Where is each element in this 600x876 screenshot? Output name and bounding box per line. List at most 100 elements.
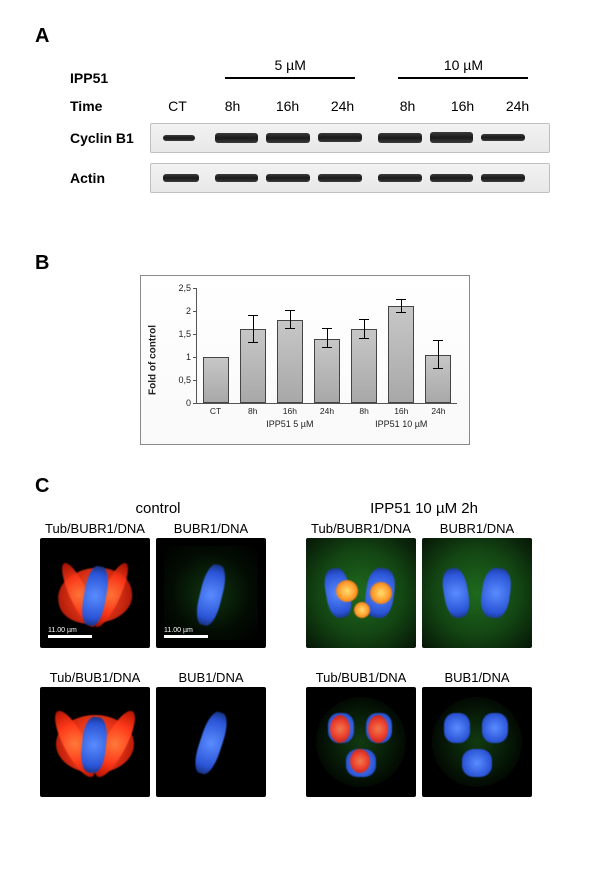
x-tick-label: 16h xyxy=(394,406,408,416)
time-5-24h: 24h xyxy=(315,98,370,114)
error-cap xyxy=(433,368,443,369)
actin-band-7 xyxy=(481,174,525,182)
header-control: control xyxy=(40,500,276,517)
ctrl-r1-img2: 11.00 µm xyxy=(156,538,266,648)
sublabel-ctrl-r2-1: Tub/BUB1/DNA xyxy=(40,670,150,685)
error-bar xyxy=(253,316,254,344)
scalebar-label-1: 11.00 µm xyxy=(48,627,77,634)
conc-5-bar xyxy=(225,77,355,79)
x-group-label: IPP51 5 µM xyxy=(266,419,313,429)
chart-bar xyxy=(351,329,377,403)
ipp-label: IPP51 xyxy=(70,70,149,86)
cyclin-label: Cyclin B1 xyxy=(70,130,150,146)
y-tick xyxy=(193,403,197,404)
ipp-row1 xyxy=(306,538,542,648)
error-cap xyxy=(433,340,443,341)
error-bar xyxy=(290,311,291,329)
sublabel-ctrl-r1-2: BUBR1/DNA xyxy=(156,521,266,536)
y-axis-title: Fold of control xyxy=(148,325,159,395)
panel-a-ipp-row: IPP51 5 µM 10 µM xyxy=(70,65,550,91)
y-tick-label: 0,5 xyxy=(178,375,191,385)
cyclin-blot xyxy=(150,123,550,153)
ctrl-r2-img1 xyxy=(40,687,150,797)
panel-c-ipp-col: IPP51 10 µM 2h Tub/BUBR1/DNA BUBR1/DNA xyxy=(306,500,542,797)
actin-label: Actin xyxy=(70,170,150,186)
ipp-r2-img1 xyxy=(306,687,416,797)
error-cap xyxy=(322,347,332,348)
conc-10-bar xyxy=(398,77,528,79)
cyclin-band-5-16 xyxy=(266,133,310,143)
x-tick-label: 8h xyxy=(248,406,257,416)
cyclin-band-ct xyxy=(163,135,195,141)
error-cap xyxy=(396,299,406,300)
panel-c: control Tub/BUBR1/DNA BUBR1/DNA 11.00 µm xyxy=(40,500,570,797)
plot-area: 00,511,522,5CT8h16h24h8h16h24hIPP51 5 µM… xyxy=(196,288,457,404)
scalebar-icon xyxy=(48,635,92,638)
header-ipp: IPP51 10 µM 2h xyxy=(306,500,542,517)
y-tick-label: 1 xyxy=(186,352,191,362)
ctrl-r2-img2 xyxy=(156,687,266,797)
panel-a-time-row: Time CT 8h 16h 24h 8h 16h 24h xyxy=(70,93,550,119)
ipp-r1-img2 xyxy=(422,538,532,648)
x-tick-label: 8h xyxy=(359,406,368,416)
error-bar xyxy=(401,300,402,314)
y-tick-label: 2,5 xyxy=(178,283,191,293)
conc-5-label: 5 µM xyxy=(204,57,377,73)
conc-10-label: 10 µM xyxy=(377,57,550,73)
x-tick-label: 16h xyxy=(283,406,297,416)
ctrl-r1-img1: 11.00 µm xyxy=(40,538,150,648)
ctrl-row1: 11.00 µm 11.00 µm xyxy=(40,538,276,648)
actin-band-4 xyxy=(318,174,362,182)
x-tick-label: CT xyxy=(210,406,221,416)
actin-band-5 xyxy=(378,174,422,182)
error-cap xyxy=(322,328,332,329)
y-tick xyxy=(193,311,197,312)
y-tick xyxy=(193,357,197,358)
error-cap xyxy=(285,328,295,329)
ctrl-row2 xyxy=(40,687,276,797)
time-10-16h: 16h xyxy=(435,98,490,114)
error-bar xyxy=(438,341,439,369)
panel-letter-b: B xyxy=(35,252,49,275)
scalebar-icon xyxy=(164,635,208,638)
panel-b-chart: Fold of control 00,511,522,5CT8h16h24h8h… xyxy=(140,275,470,445)
time-5-8h: 8h xyxy=(205,98,260,114)
ipp-r2-img2 xyxy=(422,687,532,797)
y-tick-label: 0 xyxy=(186,398,191,408)
error-cap xyxy=(359,319,369,320)
chart-bar xyxy=(277,320,303,403)
x-group-label: IPP51 10 µM xyxy=(375,419,427,429)
cyclin-row: Cyclin B1 xyxy=(70,123,550,153)
chart-bar xyxy=(388,306,414,403)
conc-5-block: 5 µM xyxy=(204,77,377,79)
error-bar xyxy=(327,329,328,347)
actin-blot xyxy=(150,163,550,193)
error-bar xyxy=(364,320,365,338)
y-tick xyxy=(193,288,197,289)
sublabel-ipp-r2-1: Tub/BUB1/DNA xyxy=(306,670,416,685)
y-tick xyxy=(193,380,197,381)
error-cap xyxy=(248,315,258,316)
cyclin-band-10-24 xyxy=(481,134,525,141)
time-ct: CT xyxy=(150,98,205,114)
time-10-24h: 24h xyxy=(490,98,545,114)
y-tick-label: 2 xyxy=(186,306,191,316)
sublabel-ipp-r1-2: BUBR1/DNA xyxy=(422,521,532,536)
panel-letter-c: C xyxy=(35,475,49,498)
figure-page: A IPP51 5 µM 10 µM Time CT 8h 16h 24h 8h… xyxy=(0,0,600,876)
chart-bar xyxy=(203,357,229,403)
sublabel-ipp-r1-1: Tub/BUBR1/DNA xyxy=(306,521,416,536)
sublabel-ipp-r2-2: BUB1/DNA xyxy=(422,670,532,685)
panel-c-control-col: control Tub/BUBR1/DNA BUBR1/DNA 11.00 µm xyxy=(40,500,276,797)
ipp-row2 xyxy=(306,687,542,797)
time-label: Time xyxy=(70,98,150,114)
scalebar-label-2: 11.00 µm xyxy=(164,627,193,634)
error-cap xyxy=(359,338,369,339)
actin-band-3 xyxy=(266,174,310,182)
actin-band-1 xyxy=(163,174,199,182)
time-10-8h: 8h xyxy=(380,98,435,114)
conc-10-block: 10 µM xyxy=(377,77,550,79)
error-cap xyxy=(396,312,406,313)
sublabel-ctrl-r2-2: BUB1/DNA xyxy=(156,670,266,685)
time-5-16h: 16h xyxy=(260,98,315,114)
